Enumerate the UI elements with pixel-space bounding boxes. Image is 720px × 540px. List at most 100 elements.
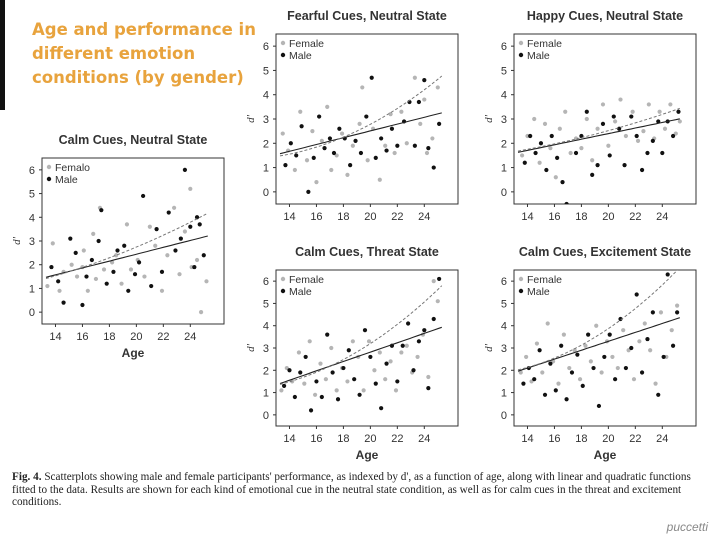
- female-point: [572, 348, 577, 353]
- y-tick-label: 3: [263, 343, 269, 355]
- y-tick-label: 3: [263, 114, 269, 126]
- male-point: [400, 343, 405, 348]
- female-point: [600, 102, 606, 107]
- female-point: [630, 109, 635, 114]
- scatter-calm-neutral: Calm Cues, Neutral State 0 1 2 3 4 5 6 14 16 18 20 2…: [11, 133, 225, 360]
- y-axis-label: d': [483, 343, 495, 352]
- data-layer: [517, 97, 682, 204]
- female-point: [74, 274, 80, 279]
- y-tick-label: 2: [263, 365, 269, 377]
- legend-female-marker: [518, 276, 524, 282]
- female-point: [412, 75, 417, 80]
- male-point: [623, 365, 628, 371]
- y-tick-label: 2: [501, 365, 507, 377]
- male-point: [544, 167, 549, 173]
- y-axis-label: d': [11, 236, 23, 245]
- male-point: [379, 136, 384, 141]
- female-point: [595, 126, 600, 131]
- male-point: [80, 302, 85, 308]
- male-point: [306, 189, 311, 194]
- male-point: [645, 150, 650, 156]
- author-credit: puccetti: [666, 520, 708, 534]
- female-point: [377, 350, 382, 355]
- female-point: [204, 279, 209, 284]
- female-point: [668, 102, 673, 107]
- x-tick-label: 16: [548, 211, 560, 223]
- x-tick-label: 24: [656, 211, 668, 223]
- male-point: [670, 343, 676, 348]
- x-tick-label: 22: [391, 433, 403, 445]
- female-point: [388, 359, 393, 364]
- female-point: [345, 172, 350, 177]
- female-point: [350, 339, 355, 344]
- male-point: [553, 388, 558, 393]
- legend-male-marker: [46, 176, 52, 182]
- male-point: [331, 150, 337, 156]
- male-point: [613, 377, 618, 382]
- x-tick-label: 20: [364, 211, 376, 223]
- y-tick-label: 5: [29, 189, 35, 201]
- female-point: [101, 267, 107, 272]
- y-tick-label: 4: [501, 321, 507, 333]
- male-point: [104, 281, 109, 286]
- female-point: [182, 229, 188, 234]
- caption-lead: Fig. 4.: [12, 471, 42, 483]
- female-point: [298, 109, 303, 114]
- legend-male-label: Male: [527, 286, 550, 298]
- male-point: [294, 153, 299, 158]
- legend-male-label: Male: [289, 286, 312, 298]
- male-point: [159, 269, 165, 274]
- female-point: [325, 104, 330, 109]
- female-point: [45, 283, 50, 289]
- male-point: [676, 109, 681, 114]
- male-point: [192, 264, 197, 270]
- x-tick-label: 20: [602, 433, 614, 445]
- y-tick-label: 3: [501, 114, 507, 126]
- chart-calm-neutral: Calm Cues, Neutral State 0 1 2 3 4 5 6 14 16 18 20 2…: [6, 128, 232, 373]
- x-tick-label: 18: [575, 433, 587, 445]
- x-tick-label: 24: [418, 433, 430, 445]
- female-point: [404, 141, 409, 146]
- male-point: [569, 370, 575, 375]
- female-point: [426, 374, 431, 380]
- male-point: [317, 114, 322, 119]
- linear-fit-line: [517, 317, 680, 372]
- male-point: [96, 238, 101, 244]
- male-point: [538, 141, 544, 146]
- female-point: [631, 377, 637, 382]
- x-tick-label: 24: [656, 433, 668, 445]
- male-point: [373, 381, 378, 386]
- female-point: [606, 143, 611, 148]
- male-point: [607, 153, 612, 158]
- female-point: [345, 379, 350, 384]
- male-point: [395, 143, 400, 148]
- male-point: [422, 328, 427, 333]
- female-point: [292, 167, 297, 173]
- female-point: [567, 365, 572, 371]
- figure-caption: Fig. 4. Scatterplots showing male and fe…: [12, 471, 712, 509]
- female-point: [383, 143, 388, 148]
- x-tick-label: 14: [283, 433, 295, 445]
- female-point: [518, 370, 523, 375]
- male-point: [353, 138, 358, 143]
- male-point: [564, 201, 569, 204]
- male-point: [537, 348, 542, 353]
- female-point: [418, 121, 423, 126]
- male-point: [368, 354, 373, 360]
- female-point: [568, 150, 573, 156]
- female-point: [142, 274, 147, 279]
- female-point: [279, 388, 284, 393]
- y-tick-label: 1: [501, 388, 507, 400]
- female-point: [280, 131, 285, 136]
- male-point: [590, 172, 595, 177]
- legend-male-marker: [518, 288, 524, 294]
- female-point: [304, 158, 310, 163]
- male-point: [411, 368, 416, 373]
- x-tick-label: 18: [337, 211, 349, 223]
- male-point: [522, 160, 527, 165]
- male-point: [154, 227, 159, 232]
- female-point: [198, 310, 204, 315]
- male-point: [416, 99, 422, 105]
- y-axis-label: d': [483, 114, 495, 123]
- female-point: [532, 116, 537, 122]
